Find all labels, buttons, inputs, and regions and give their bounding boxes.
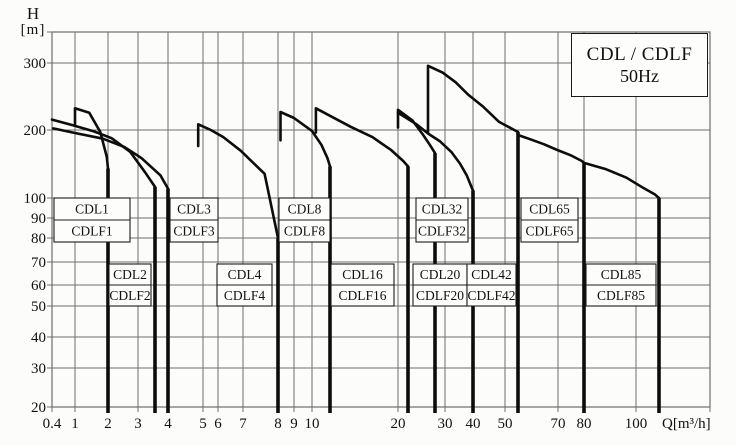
label-box-cdl42-top: CDL42 xyxy=(471,267,512,282)
curve-cdl32 xyxy=(396,111,475,192)
y-tick-label: 70 xyxy=(31,255,46,271)
x-tick-label: 30 xyxy=(438,416,453,432)
curve-cdl16 xyxy=(314,107,410,168)
label-box-cdl32-top: CDL32 xyxy=(422,202,463,217)
label-box-cdl32-bottom: CDLF32 xyxy=(418,224,466,239)
y-tick-label: 300 xyxy=(24,56,47,72)
label-box-cdl8-bottom: CDLF8 xyxy=(284,224,326,239)
label-box-cdl8-top: CDL8 xyxy=(288,202,322,217)
x-axis-title: Q[m³/h] xyxy=(662,416,711,432)
label-box-cdl65-bottom: CDLF65 xyxy=(525,224,573,239)
label-box-cdl16-top: CDL16 xyxy=(342,267,383,282)
label-box-cdl4-top: CDL4 xyxy=(228,267,262,282)
label-box-cdl20-bottom: CDLF20 xyxy=(416,288,464,303)
curve-cdl2 xyxy=(50,118,157,189)
y-tick-label: 40 xyxy=(31,330,46,346)
curve-cdl1 xyxy=(73,107,110,170)
x-tick-label: 50 xyxy=(498,416,513,432)
curve-cdl42 xyxy=(426,64,520,134)
y-axis-label-unit: [m] xyxy=(20,21,46,38)
label-box-cdl2-top: CDL2 xyxy=(113,267,147,282)
chart-title-box: CDL / CDLF 50Hz xyxy=(571,33,708,97)
label-box-cdl2-bottom: CDLF2 xyxy=(109,288,150,303)
chart-title-line1: CDL / CDLF xyxy=(586,43,693,65)
label-box-cdl20-top: CDL20 xyxy=(420,267,461,282)
label-box-cdl1-top: CDL1 xyxy=(75,202,109,217)
x-tick-label: 2 xyxy=(104,416,112,432)
chart-title-line2: 50Hz xyxy=(620,65,659,86)
curve-cdl65 xyxy=(516,133,586,165)
x-tick-label: 6 xyxy=(214,416,222,432)
x-tick-label: 80 xyxy=(577,416,592,432)
label-box-cdl3-bottom: CDLF3 xyxy=(173,224,215,239)
x-tick-label: 1 xyxy=(71,416,79,432)
x-tick-label: 40 xyxy=(466,416,481,432)
x-tick-label: 9 xyxy=(290,416,298,432)
plot-border xyxy=(51,31,711,408)
y-tick-label: 90 xyxy=(31,211,46,227)
x-tick-label: 8 xyxy=(274,416,282,432)
label-box-cdl85-bottom: CDLF85 xyxy=(597,288,645,303)
curve-cdl3 xyxy=(51,127,170,190)
y-axis-label-h: H xyxy=(26,4,40,23)
label-box-cdl85-top: CDL85 xyxy=(601,267,642,282)
x-tick-label: 7 xyxy=(239,416,247,432)
x-tick-label: 0.4 xyxy=(43,416,62,432)
label-box-cdl16-bottom: CDLF16 xyxy=(338,288,386,303)
label-box-cdl65-top: CDL65 xyxy=(529,202,570,217)
y-axis-title: H [m] xyxy=(16,5,50,39)
x-tick-label: 4 xyxy=(164,416,172,432)
label-box-cdl42-bottom: CDLF42 xyxy=(467,288,515,303)
y-tick-label: 60 xyxy=(31,278,46,294)
label-box-cdl4-bottom: CDLF4 xyxy=(224,288,266,303)
curve-cdl85 xyxy=(582,161,661,200)
y-tick-label: 200 xyxy=(24,123,47,139)
x-tick-label: 10 xyxy=(305,416,320,432)
y-tick-label: 20 xyxy=(31,400,46,416)
x-tick-label: 3 xyxy=(134,416,142,432)
x-tick-label: 20 xyxy=(391,416,406,432)
curve-cdl8 xyxy=(279,110,332,168)
label-box-cdl1-bottom: CDLF1 xyxy=(71,224,112,239)
y-tick-label: 80 xyxy=(31,231,46,247)
label-box-cdl3-top: CDL3 xyxy=(177,202,211,217)
y-tick-label: 30 xyxy=(31,361,46,377)
curve-cdl4 xyxy=(196,123,280,240)
x-tick-label: 100 xyxy=(625,416,648,432)
x-tick-label: 70 xyxy=(551,416,566,432)
x-tick-label: 5 xyxy=(199,416,207,432)
y-tick-label: 50 xyxy=(31,299,46,315)
y-tick-label: 100 xyxy=(24,191,47,207)
